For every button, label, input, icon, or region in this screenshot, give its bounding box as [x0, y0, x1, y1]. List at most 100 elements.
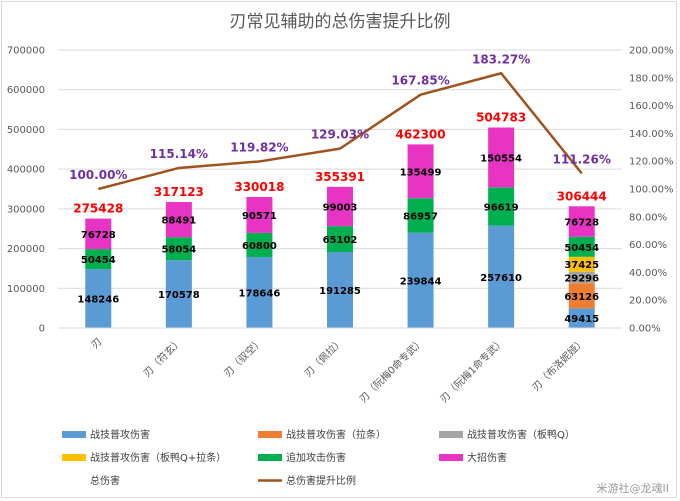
segment-value-label: 60800	[242, 241, 277, 252]
total-value-label: 275428	[73, 202, 123, 216]
bar-segment	[327, 226, 353, 253]
segment-value-label: 86957	[403, 211, 438, 222]
segment-value-label: 96619	[484, 203, 519, 214]
y-tick-label: 200000	[7, 244, 45, 255]
bar-segment	[327, 186, 353, 227]
ratio-value-label: 183.27%	[472, 52, 530, 66]
legend-swatch	[439, 454, 463, 461]
bar-segment	[407, 144, 434, 199]
legend-swatch	[258, 454, 282, 461]
bar-segment	[568, 256, 595, 272]
y-tick-label: 500000	[7, 125, 45, 136]
y-tick-label: 600000	[7, 85, 45, 96]
total-value-label: 306444	[557, 189, 607, 203]
ratio-value-label: 129.03%	[311, 128, 369, 142]
segment-value-label: 257610	[480, 273, 522, 284]
legend-swatch	[62, 431, 86, 438]
y2-tick-label: 0.00%	[629, 324, 661, 335]
segment-labels: 148246 50454 76728 170578 58054 88491 178646 60…	[77, 153, 599, 325]
y-tick-label: 0	[39, 324, 45, 335]
y-axis-right: 0.00% 20.00% 40.00% 60.00% 80.00% 100.00% 120.…	[629, 46, 674, 335]
y2-tick-label: 120.00%	[629, 157, 674, 168]
x-tick-label: 刃（布洛妮娅）	[529, 335, 588, 394]
legend-label: 追加攻击伤害	[286, 451, 346, 464]
total-labels: 275428 317123 330018 355391 462300 504783 3064…	[73, 111, 607, 216]
y-tick-label: 400000	[7, 165, 45, 176]
bar-segment	[165, 260, 192, 328]
bar-segment	[568, 206, 595, 237]
bar-segment	[85, 218, 112, 250]
y2-tick-label: 40.00%	[629, 268, 667, 279]
ratio-value-label: 119.82%	[230, 140, 288, 154]
bars	[85, 127, 595, 328]
segment-value-label: 76728	[81, 230, 116, 241]
segment-value-label: 178646	[239, 289, 281, 300]
segment-value-label: 63126	[564, 292, 599, 303]
segment-value-label: 29296	[564, 273, 599, 284]
x-tick-label: 刃（符玄）	[140, 335, 185, 380]
bar-segment	[568, 283, 595, 309]
segment-value-label: 65102	[323, 235, 358, 246]
segment-value-label: 170578	[158, 290, 200, 301]
ratio-value-label: 115.14%	[150, 147, 208, 161]
bar-segment	[85, 269, 112, 328]
bar-segment	[246, 196, 273, 233]
segment-value-label: 135499	[400, 167, 442, 178]
total-value-label: 355391	[315, 170, 365, 184]
y2-tick-label: 200.00%	[629, 46, 674, 57]
y-tick-label: 100000	[7, 284, 45, 295]
y2-tick-label: 60.00%	[629, 240, 667, 251]
x-tick-label: 刃（佩拉）	[302, 335, 347, 380]
legend-swatch	[62, 454, 86, 461]
bar-segment	[568, 236, 595, 257]
watermark: 米游社@龙魂II	[597, 481, 670, 495]
legend-label: 大招伤害	[467, 451, 507, 464]
bar-segment	[488, 127, 515, 188]
legend-label: 总伤害提升比例	[286, 474, 356, 487]
x-tick-label: 刃（阮梅1命专武）	[437, 335, 507, 405]
bar-segment	[488, 187, 515, 226]
y2-tick-label: 80.00%	[629, 212, 667, 223]
y2-tick-label: 160.00%	[629, 101, 674, 112]
segment-value-label: 150554	[480, 153, 522, 164]
total-value-label: 504783	[476, 111, 526, 125]
x-tick-label: 刃	[90, 336, 105, 351]
total-value-label: 330018	[234, 180, 284, 194]
bar-segment	[165, 202, 192, 238]
legend-swatch	[258, 431, 282, 438]
segment-value-label: 191285	[319, 286, 361, 297]
segment-value-label: 76728	[564, 218, 599, 229]
x-axis: 刃 刃（符玄） 刃（驭空） 刃（佩拉） 刃（阮梅0命专武） 刃（阮梅1命专武） 刃（布洛妮娅…	[58, 327, 622, 405]
segment-value-label: 37425	[564, 260, 599, 271]
y2-tick-label: 20.00%	[629, 296, 667, 307]
bar-segment	[407, 198, 434, 233]
bar-segment	[327, 252, 353, 328]
bar-segment	[85, 249, 112, 270]
total-value-label: 462300	[396, 127, 446, 141]
segment-value-label: 88491	[161, 216, 196, 227]
segment-value-label: 99003	[323, 203, 358, 214]
ratio-line	[97, 72, 583, 191]
bar-segment	[568, 271, 595, 284]
bar-segment	[568, 308, 595, 328]
bar-segment	[488, 225, 515, 328]
ratio-labels: 100.00% 115.14% 119.82% 129.03% 167.85% 183.2…	[69, 52, 611, 182]
ratio-line-path	[97, 72, 583, 191]
bar-segment	[165, 237, 192, 261]
segment-value-label: 50454	[564, 243, 599, 254]
ratio-value-label: 167.85%	[391, 74, 449, 88]
total-value-label: 317123	[154, 185, 204, 199]
legend-label: 总伤害	[90, 474, 120, 487]
x-tick-label: 刃（阮梅0命专武）	[356, 335, 426, 405]
legend-label: 战技普攻伤害（板鸭Q+拉条）	[90, 451, 226, 464]
ratio-value-label: 100.00%	[69, 168, 127, 182]
segment-value-label: 49415	[564, 314, 599, 325]
y-tick-label: 700000	[7, 46, 45, 57]
y2-tick-label: 100.00%	[629, 185, 674, 196]
ratio-value-label: 111.26%	[553, 152, 611, 166]
y2-tick-label: 180.00%	[629, 73, 674, 84]
bar-segment	[407, 232, 434, 328]
legend-label: 战技普攻伤害	[90, 428, 150, 441]
